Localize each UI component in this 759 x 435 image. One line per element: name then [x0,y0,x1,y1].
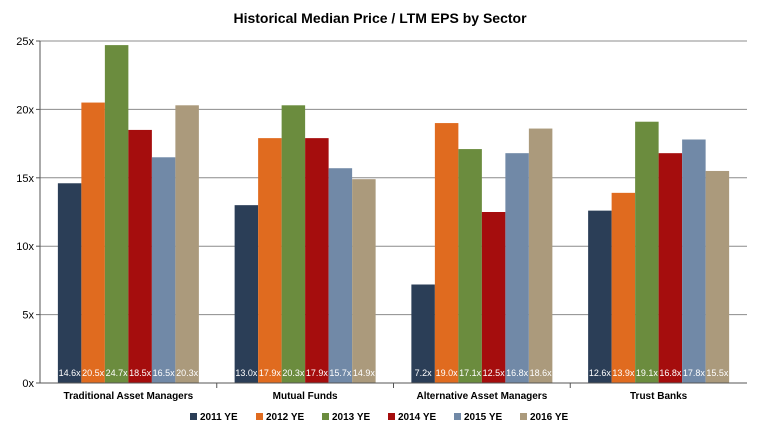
data-label: 16.8x [506,368,529,378]
data-label: 15.5x [706,368,729,378]
data-label: 14.6x [59,368,82,378]
bar [481,212,506,383]
bar [528,128,553,383]
legend-swatch [454,413,461,420]
bar [682,139,706,383]
legend: 2011 YE 2012 YE 2013 YE 2014 YE 2015 YE 2016 … [190,412,569,423]
data-label: 17.9x [259,368,282,378]
bar [57,183,82,383]
data-label: 20.3x [282,368,305,378]
data-label: 13.9x [612,368,635,378]
x-tick-label: Alternative Asset Managers [416,391,547,402]
legend-swatch [256,413,263,420]
y-tick-label: 5x [22,310,34,322]
data-label: 13.0x [235,368,258,378]
bars [57,45,730,384]
bar [635,121,659,383]
x-tick-label: Mutual Funds [273,391,338,402]
bar [81,102,105,383]
y-tick-label: 25x [16,36,34,48]
legend-label: 2012 YE [266,412,305,423]
data-label: 12.5x [483,368,506,378]
bar [588,210,612,383]
data-label: 12.6x [589,368,612,378]
bar [411,284,435,383]
y-tick-label: 15x [16,173,34,185]
y-tick-label: 10x [16,241,34,253]
bar [175,105,199,384]
data-label: 19.1x [636,368,659,378]
legend-label: 2013 YE [332,412,371,423]
bar [705,170,730,383]
legend-swatch [322,413,329,420]
legend-label: 2014 YE [398,412,437,423]
bar [151,157,176,383]
data-label: 14.9x [353,368,376,378]
data-label: 18.6x [530,368,553,378]
data-label: 17.8x [683,368,706,378]
data-label: 18.5x [129,368,152,378]
legend-swatch [190,413,197,420]
data-label: 16.5x [153,368,176,378]
bar [458,149,482,383]
y-tick-label: 20x [16,104,34,116]
bar [505,153,529,383]
data-label: 17.1x [459,368,482,378]
bar [128,129,152,383]
bar [658,153,683,383]
data-labels: 14.6x 20.5x 24.7x 18.5x 16.5x 20.3x 13.0x 17.9x… [59,368,729,378]
data-label: 24.7x [106,368,129,378]
x-tick-label: Traditional Asset Managers [64,391,194,402]
bar [234,205,259,383]
data-label: 16.8x [659,368,682,378]
data-label: 15.7x [329,368,352,378]
data-label: 7.2x [415,368,433,378]
legend-label: 2011 YE [200,412,238,423]
bar [352,179,376,383]
data-label: 19.0x [436,368,459,378]
bar [281,105,306,384]
bar [104,45,129,383]
legend-swatch [388,413,395,420]
data-label: 17.9x [306,368,329,378]
bar [258,138,282,383]
chart-title: Historical Median Price / LTM EPS by Sec… [233,10,527,26]
data-label: 20.5x [82,368,105,378]
legend-label: 2015 YE [464,412,503,423]
axes: 0x 5x 10x 15x 20x 25x Traditional Asset Manage… [16,36,747,402]
bar [328,168,353,383]
bar [434,123,459,383]
y-tick-label: 0x [22,378,34,390]
x-tick-label: Trust Banks [630,391,688,402]
data-label: 20.3x [176,368,199,378]
legend-swatch [520,413,527,420]
bar [305,138,329,383]
legend-label: 2016 YE [530,412,569,423]
bar [611,192,636,383]
